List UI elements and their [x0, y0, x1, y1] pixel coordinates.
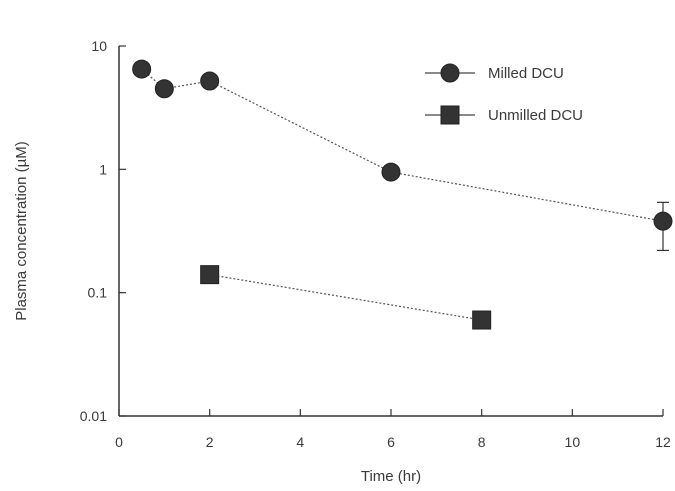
- x-axis-title: Time (hr): [361, 468, 421, 485]
- x-tick-label: 2: [206, 434, 214, 450]
- legend-marker: [440, 105, 460, 125]
- data-point: [154, 79, 174, 99]
- series-layer: [132, 59, 673, 330]
- legend-item: Unmilled DCU: [425, 105, 583, 125]
- series-line: [141, 68, 664, 222]
- data-point: [132, 59, 152, 79]
- x-ticks: 0 2 4 6 8 10 12: [115, 409, 671, 450]
- legend-label: Unmilled DCU: [488, 107, 583, 124]
- y-tick-label: 1: [99, 161, 107, 177]
- y-tick-label: 0.01: [80, 408, 107, 424]
- x-tick-label: 8: [478, 434, 486, 450]
- data-point: [381, 162, 401, 182]
- data-point: [200, 71, 220, 91]
- x-tick-label: 10: [565, 434, 581, 450]
- legend-item: Milled DCU: [425, 63, 564, 83]
- legend-label: Milled DCU: [488, 65, 564, 82]
- x-tick-label: 0: [115, 434, 123, 450]
- series-2: [200, 265, 492, 330]
- legend: Milled DCU Unmilled DCU: [425, 63, 583, 125]
- x-tick-label: 12: [655, 434, 671, 450]
- axes: 0 2 4 6 8 10 12 0.01 0.1 1 10: [80, 38, 671, 450]
- x-tick-label: 6: [387, 434, 395, 450]
- y-axis-title: Plasma concentration (µM): [13, 141, 30, 321]
- y-ticks: 0.01 0.1 1 10: [80, 38, 126, 424]
- series-line: [209, 274, 482, 321]
- y-tick-label: 10: [91, 38, 107, 54]
- data-point: [653, 211, 673, 231]
- series-1: [132, 59, 673, 252]
- data-point: [472, 310, 492, 330]
- y-tick-label: 0.1: [88, 285, 108, 301]
- legend-marker: [440, 63, 460, 83]
- data-point: [200, 265, 220, 285]
- x-tick-label: 4: [296, 434, 304, 450]
